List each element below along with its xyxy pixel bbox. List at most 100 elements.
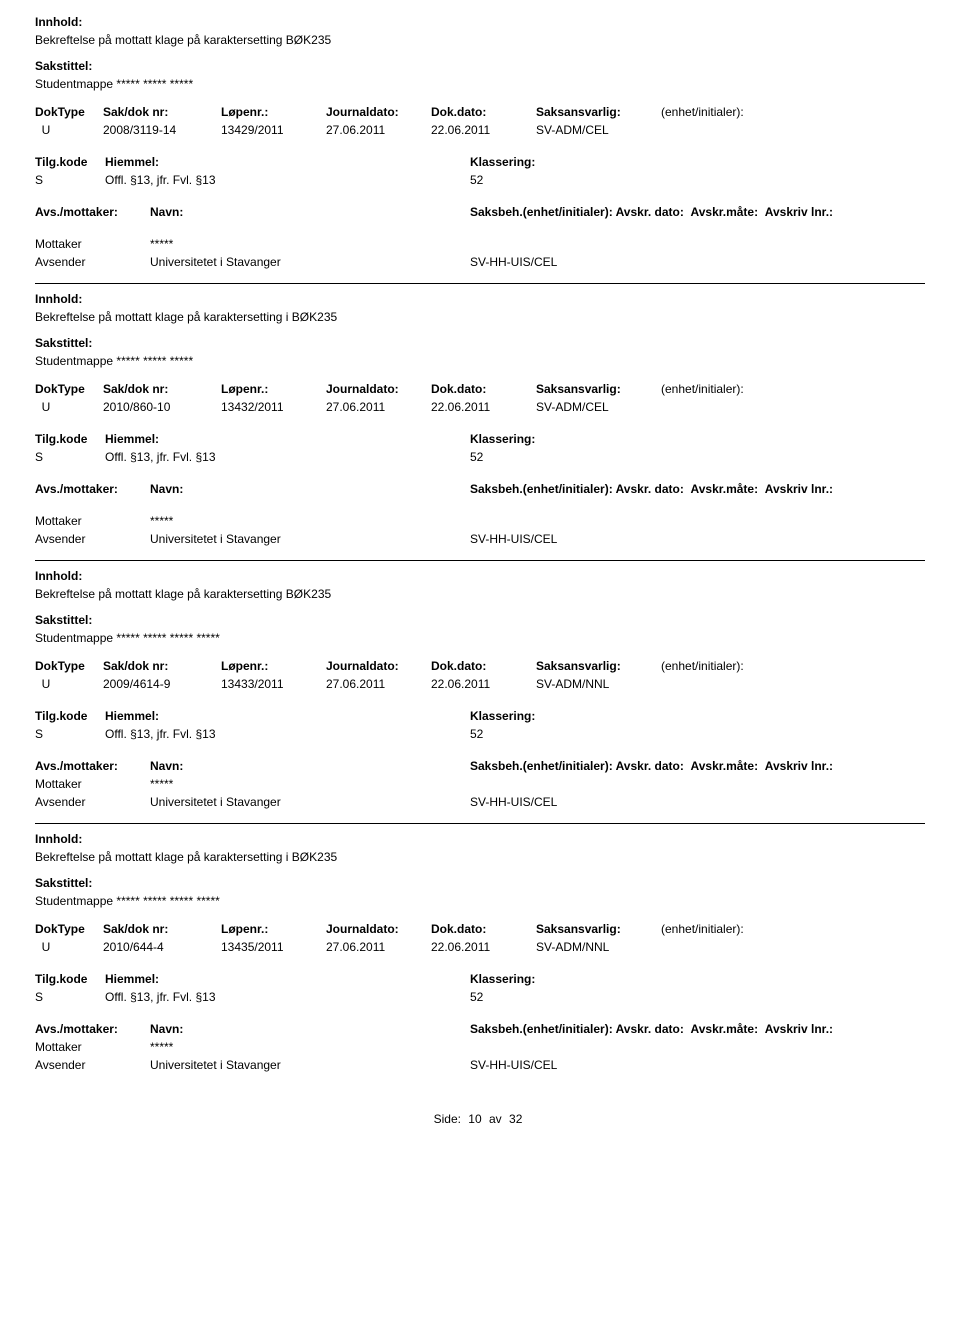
avsender-unit: SV-HH-UIS/CEL	[470, 532, 925, 546]
innhold-label: Innhold:	[35, 832, 925, 846]
saksansvarlig-value: SV-ADM/NNL	[536, 677, 661, 691]
mottaker-name: *****	[150, 777, 470, 791]
saksansvarlig-header: Saksansvarlig:	[536, 659, 661, 673]
hjemmel-value: Offl. §13, jfr. Fvl. §13	[105, 173, 470, 187]
saksansvarlig-value: SV-ADM/NNL	[536, 940, 661, 954]
innhold-label: Innhold:	[35, 292, 925, 306]
saksansvarlig-header: Saksansvarlig:	[536, 105, 661, 119]
mottaker-role: Mottaker	[35, 1040, 150, 1054]
enhet-value	[661, 940, 925, 954]
mottaker-name: *****	[150, 237, 470, 251]
footer-av-label: av	[489, 1112, 502, 1126]
lopenr-header: Løpenr.:	[221, 922, 326, 936]
footer-total: 32	[505, 1112, 526, 1126]
enhet-header: (enhet/initialer):	[661, 922, 925, 936]
doktype-value: U	[35, 400, 103, 414]
avsender-unit: SV-HH-UIS/CEL	[470, 795, 925, 809]
mottaker-unit	[470, 237, 925, 251]
sakstittel-label: Sakstittel:	[35, 336, 925, 350]
navn-header: Navn:	[150, 759, 470, 773]
saksansvarlig-header: Saksansvarlig:	[536, 382, 661, 396]
sakstittel-label: Sakstittel:	[35, 59, 925, 73]
lopenr-value: 13433/2011	[221, 677, 326, 691]
lopenr-header: Løpenr.:	[221, 659, 326, 673]
page-footer: Side: 10 av 32	[35, 1112, 925, 1126]
lopenr-header: Løpenr.:	[221, 382, 326, 396]
navn-header: Navn:	[150, 482, 470, 496]
journaldato-value: 27.06.2011	[326, 940, 431, 954]
avsender-role: Avsender	[35, 532, 150, 546]
klassering-header: Klassering:	[470, 155, 925, 169]
tilgkode-header: Tilg.kode	[35, 432, 105, 446]
innhold-label: Innhold:	[35, 569, 925, 583]
avsender-name: Universitetet i Stavanger	[150, 1058, 470, 1072]
saksbeh-header: Saksbeh.(enhet/initialer): Avskr. dato: …	[470, 482, 925, 496]
sakstittel-text: Studentmappe ***** ***** ***** *****	[35, 894, 925, 908]
navn-header: Navn:	[150, 205, 470, 219]
enhet-header: (enhet/initialer):	[661, 659, 925, 673]
journaldato-header: Journaldato:	[326, 922, 431, 936]
sakstittel-label: Sakstittel:	[35, 876, 925, 890]
doktype-header: DokType	[35, 659, 103, 673]
lopenr-value: 13435/2011	[221, 940, 326, 954]
doktype-header: DokType	[35, 105, 103, 119]
sakdoknr-value: 2009/4614-9	[103, 677, 221, 691]
avsender-role: Avsender	[35, 255, 150, 269]
doktype-header: DokType	[35, 382, 103, 396]
doktype-value: U	[35, 123, 103, 137]
klassering-value: 52	[470, 727, 925, 741]
dokdato-header: Dok.dato:	[431, 105, 536, 119]
journaldato-value: 27.06.2011	[326, 123, 431, 137]
avsender-unit: SV-HH-UIS/CEL	[470, 255, 925, 269]
avsender-name: Universitetet i Stavanger	[150, 532, 470, 546]
enhet-header: (enhet/initialer):	[661, 382, 925, 396]
avsender-name: Universitetet i Stavanger	[150, 795, 470, 809]
hjemmel-value: Offl. §13, jfr. Fvl. §13	[105, 990, 470, 1004]
tilgkode-header: Tilg.kode	[35, 972, 105, 986]
doktype-header: DokType	[35, 922, 103, 936]
saksansvarlig-header: Saksansvarlig:	[536, 922, 661, 936]
innhold-label: Innhold:	[35, 15, 925, 29]
dokdato-header: Dok.dato:	[431, 659, 536, 673]
lopenr-value: 13432/2011	[221, 400, 326, 414]
navn-header: Navn:	[150, 1022, 470, 1036]
dokdato-value: 22.06.2011	[431, 400, 536, 414]
avsmottaker-header: Avs./mottaker:	[35, 482, 150, 496]
journaldato-value: 27.06.2011	[326, 400, 431, 414]
enhet-value	[661, 677, 925, 691]
footer-page: 10	[464, 1112, 485, 1126]
sakstittel-text: Studentmappe ***** ***** *****	[35, 77, 925, 91]
journaldato-value: 27.06.2011	[326, 677, 431, 691]
klassering-header: Klassering:	[470, 432, 925, 446]
klassering-value: 52	[470, 450, 925, 464]
avsender-role: Avsender	[35, 1058, 150, 1072]
sakdoknr-header: Sak/dok nr:	[103, 105, 221, 119]
tilgkode-header: Tilg.kode	[35, 155, 105, 169]
journaldato-header: Journaldato:	[326, 105, 431, 119]
saksbeh-header: Saksbeh.(enhet/initialer): Avskr. dato: …	[470, 205, 925, 219]
lopenr-header: Løpenr.:	[221, 105, 326, 119]
lopenr-value: 13429/2011	[221, 123, 326, 137]
mottaker-unit	[470, 777, 925, 791]
innhold-text: Bekreftelse på mottatt klage på karakter…	[35, 33, 925, 47]
mottaker-name: *****	[150, 1040, 470, 1054]
avsender-unit: SV-HH-UIS/CEL	[470, 1058, 925, 1072]
sakdoknr-value: 2010/860-10	[103, 400, 221, 414]
journaldato-header: Journaldato:	[326, 382, 431, 396]
enhet-value	[661, 400, 925, 414]
tilgkode-value: S	[35, 990, 105, 1004]
dokdato-value: 22.06.2011	[431, 677, 536, 691]
sakdoknr-header: Sak/dok nr:	[103, 382, 221, 396]
saksansvarlig-value: SV-ADM/CEL	[536, 400, 661, 414]
hjemmel-header: Hiemmel:	[105, 972, 470, 986]
mottaker-name: *****	[150, 514, 470, 528]
innhold-text: Bekreftelse på mottatt klage på karakter…	[35, 850, 925, 864]
sakstittel-text: Studentmappe ***** ***** *****	[35, 354, 925, 368]
hjemmel-header: Hiemmel:	[105, 709, 470, 723]
journal-record: Innhold: Bekreftelse på mottatt klage på…	[35, 569, 925, 824]
klassering-value: 52	[470, 990, 925, 1004]
saksbeh-header: Saksbeh.(enhet/initialer): Avskr. dato: …	[470, 759, 925, 773]
mottaker-unit	[470, 514, 925, 528]
journal-record: Innhold: Bekreftelse på mottatt klage på…	[35, 15, 925, 284]
tilgkode-value: S	[35, 727, 105, 741]
